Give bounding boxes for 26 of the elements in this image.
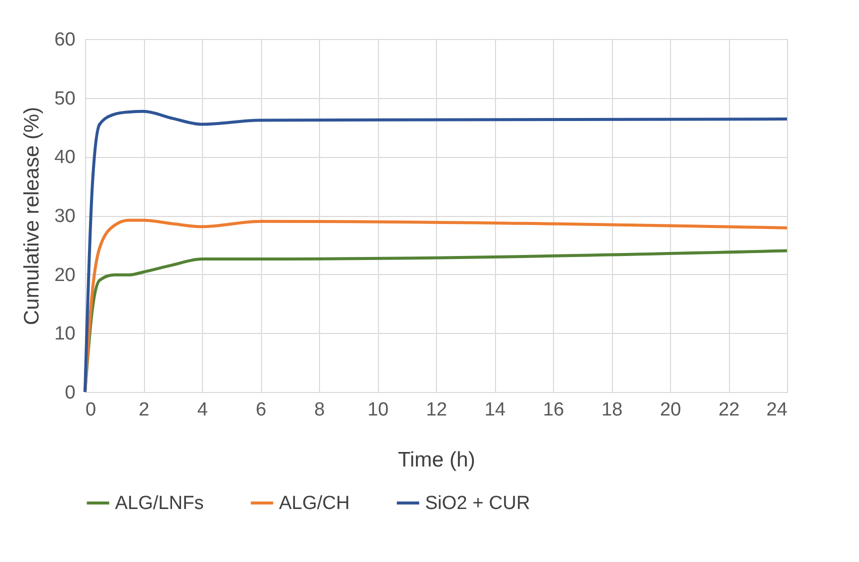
y-tick-label: 30 (54, 206, 76, 227)
y-tick-label: 40 (54, 147, 76, 168)
y-tick-label: 50 (54, 88, 76, 110)
y-tick-label: 20 (54, 264, 76, 286)
x-tick-label: 14 (484, 400, 506, 420)
y-tick-label: 60 (54, 30, 76, 50)
x-axis-title: Time (h) (398, 448, 476, 472)
x-tick-label: 20 (660, 400, 682, 420)
x-tick-label: 4 (197, 400, 208, 420)
x-tick-label: 10 (367, 400, 389, 420)
x-tick-label: 24 (766, 400, 788, 420)
x-tick-label: 8 (314, 400, 325, 420)
legend-label: SiO2 + CUR (425, 493, 530, 514)
x-tick-label: 2 (138, 400, 150, 420)
y-axis-title: Cumulative release (%) (20, 106, 44, 326)
x-tick-label: 16 (542, 400, 564, 420)
x-tick-label: 6 (256, 400, 266, 420)
legend-label: ALG/CH (279, 493, 350, 514)
y-tick-label: 10 (54, 324, 76, 345)
x-tick-label: 22 (718, 400, 740, 420)
legend-label: ALG/LNFs (115, 493, 204, 514)
x-tick-label: 18 (601, 400, 623, 420)
x-tick-label: 0 (86, 400, 96, 420)
line-series (84, 110, 788, 394)
x-tick-label: 12 (426, 400, 448, 420)
y-tick-label: 0 (64, 382, 76, 404)
